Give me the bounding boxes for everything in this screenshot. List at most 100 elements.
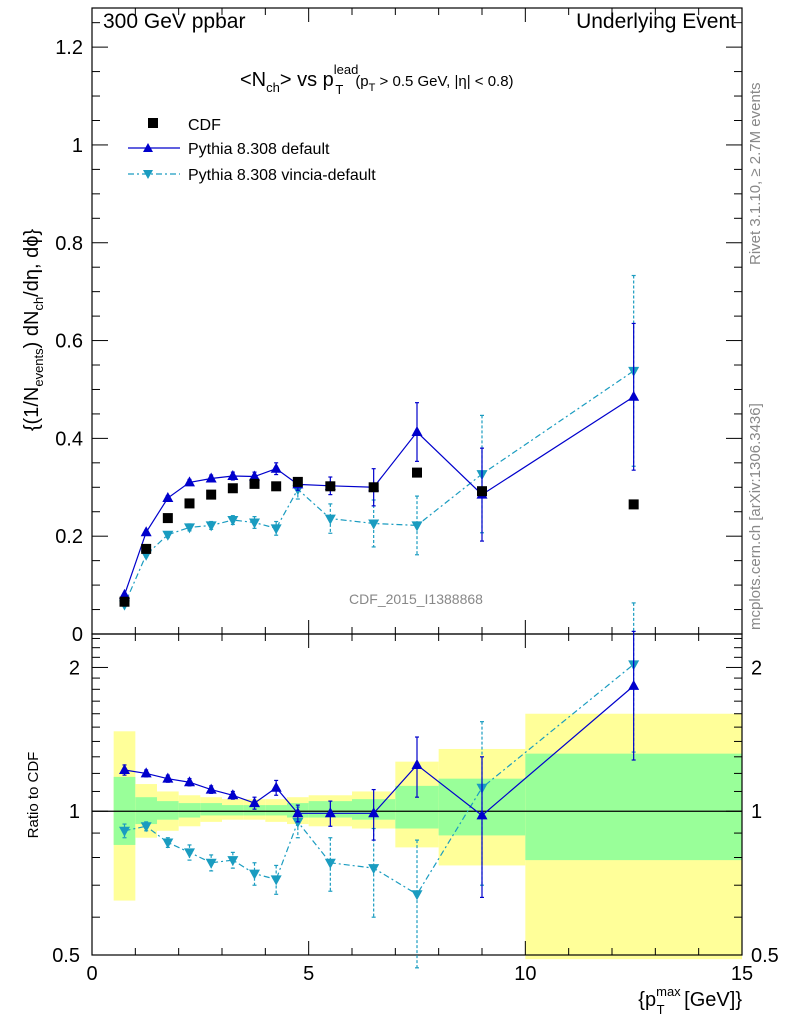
data-point-up <box>411 426 423 437</box>
data-point-up <box>162 492 174 503</box>
data-point-up <box>249 470 260 481</box>
cdf-data-point <box>119 596 130 607</box>
data-point-down <box>270 524 282 535</box>
data-point-down <box>184 523 195 534</box>
cdf-data-point <box>141 543 152 554</box>
ratio-data-point-down <box>184 848 195 859</box>
ratio-data-point-up <box>249 797 260 808</box>
top-y-axis-title: {(1/Nevents) dNch/dη, dϕ} <box>21 229 46 432</box>
ratio-data-point-up <box>119 763 130 774</box>
ratio-data-point-up <box>476 809 488 820</box>
data-point-down <box>205 521 217 532</box>
data-point-down <box>411 521 423 532</box>
ratio-data-point-down <box>270 875 282 886</box>
cdf-data-point <box>628 499 639 510</box>
data-point-up <box>184 476 195 487</box>
data-point-up <box>119 588 130 599</box>
ratio-data-point-down <box>227 856 239 867</box>
ratio-data-point-up <box>205 783 217 794</box>
cdf-data-point <box>206 489 217 500</box>
ratio-band-green <box>525 753 742 861</box>
data-point-down <box>324 514 336 525</box>
ratio-data-point-up <box>411 758 423 769</box>
ratio-panel-frame <box>91 633 743 956</box>
mcplots-label: mcplots.cern.ch [arXiv:1306.3436] <box>747 403 764 630</box>
ratio-data-point-down <box>205 858 217 869</box>
plot-title: <Nch> vs plead T (pT > 0.5 GeV, |η| < 0.8) <box>240 62 514 97</box>
legend-marker-vincia <box>143 170 153 179</box>
ratio-band-green <box>265 805 287 816</box>
data-point-down <box>227 516 239 527</box>
x-axis-title: {pmax T [GeV]} <box>638 984 742 1017</box>
ratio-data-point-down <box>292 817 304 828</box>
ratio-y-tick-label: 2 <box>69 657 80 679</box>
ratio-y-tick-label: 1 <box>69 801 80 823</box>
top-panel-frame <box>91 7 743 635</box>
ratio-series-line <box>124 663 635 896</box>
ratio-data-point-up <box>270 781 282 792</box>
cdf-data-point <box>325 481 336 492</box>
y-tick-label: 0.8 <box>55 233 83 255</box>
legend-label-cdf: CDF <box>188 117 221 134</box>
ratio-data-point-up <box>368 807 380 818</box>
ratio-y-tick-label: 0.5 <box>52 945 80 967</box>
data-point-down <box>368 519 380 530</box>
cdf-data-point <box>162 513 173 524</box>
legend-label-pythia-default: Pythia 8.308 default <box>188 141 330 158</box>
ratio-data-point-down <box>119 826 130 837</box>
legend-label-vincia: Pythia 8.308 vincia-default <box>188 167 376 184</box>
y-tick-label: 1 <box>72 135 83 157</box>
data-point-up <box>270 462 282 473</box>
ratio-data-point-up <box>140 767 152 778</box>
ratio-band-green <box>243 805 266 816</box>
ratio-data-point-down <box>411 890 423 901</box>
y-tick-label: 0 <box>72 624 83 646</box>
ratio-y-tick-label-right: 2 <box>751 657 762 679</box>
data-point-up <box>227 470 239 481</box>
ratio-band-green <box>222 805 244 816</box>
x-tick-label: 15 <box>731 963 753 985</box>
ratio-data-point-down <box>140 822 152 833</box>
x-tick-label: 5 <box>303 963 314 985</box>
data-point-up <box>140 526 152 537</box>
data-point-down <box>249 518 260 529</box>
ratio-data-point-up <box>184 776 195 787</box>
cdf-data-point <box>477 486 487 497</box>
data-point-down <box>162 530 174 541</box>
legend: CDF Pythia 8.308 default Pythia 8.308 vi… <box>128 117 376 184</box>
series-line <box>123 370 635 605</box>
cdf-data-point <box>184 498 195 509</box>
data-point-up <box>628 390 640 401</box>
ratio-band-green <box>157 801 179 820</box>
header-left: 300 GeV ppbar <box>103 10 245 33</box>
cdf-data-point <box>292 476 303 487</box>
cdf-data-point <box>227 483 238 494</box>
y-tick-label: 1.2 <box>55 37 83 59</box>
legend-marker-pythia-default <box>143 143 153 152</box>
ratio-y-tick-label-right: 0.5 <box>751 945 779 967</box>
y-tick-label: 0.6 <box>55 331 83 353</box>
ratio-data-point-down <box>368 864 380 875</box>
ratio-data-point-up <box>162 772 174 783</box>
ratio-data-point-down <box>162 838 174 849</box>
legend-marker-cdf <box>148 118 158 128</box>
x-tick-label: 10 <box>514 963 536 985</box>
data-point-up <box>205 472 217 483</box>
ratio-data-point-up <box>628 679 640 690</box>
ratio-data-point-down <box>249 869 260 880</box>
series-line <box>123 396 634 596</box>
ratio-band-green <box>178 803 201 818</box>
ratio-data-point-down <box>324 858 336 869</box>
ratio-data-point-up <box>227 789 239 800</box>
cdf-data-point <box>249 478 260 489</box>
ratio-y-axis-title: Ratio to CDF <box>25 752 42 839</box>
y-tick-label: 0.4 <box>55 428 83 450</box>
analysis-watermark: CDF_2015_I1388868 <box>349 591 483 607</box>
ratio-band-green <box>200 803 222 816</box>
ratio-data-point-up <box>324 807 336 818</box>
rivet-label: Rivet 3.1.10, ≥ 2.7M events <box>747 83 764 266</box>
cdf-data-point <box>412 467 422 478</box>
cdf-data-point <box>271 481 282 492</box>
x-tick-label: 0 <box>86 963 97 985</box>
y-tick-label: 0.2 <box>55 526 83 548</box>
